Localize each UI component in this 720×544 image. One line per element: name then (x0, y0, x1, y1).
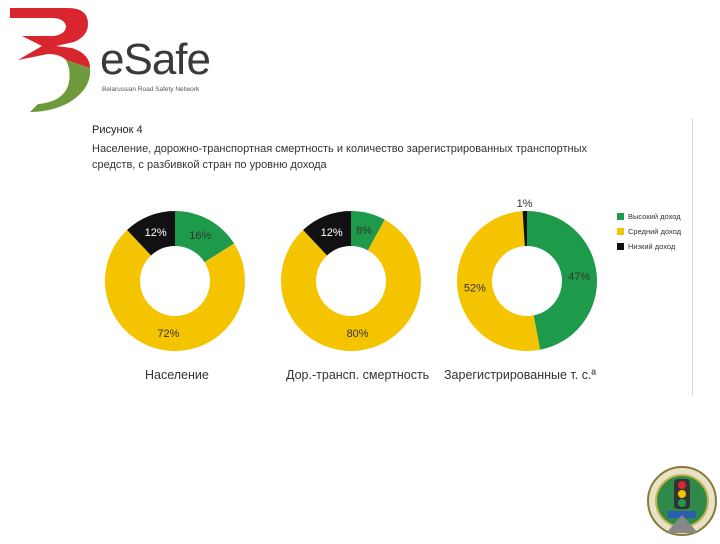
data-label: 8% (356, 225, 372, 237)
traffic-police-emblem-icon (646, 463, 718, 539)
chart-caption-population: Население (145, 368, 209, 382)
figure-label: Рисунок 4 (92, 124, 143, 136)
slice-low-income (522, 211, 527, 247)
esafe-logo-mark-icon (10, 8, 91, 112)
data-label: 80% (347, 328, 369, 340)
data-label: 12% (321, 227, 343, 239)
slice-low-income (127, 211, 175, 256)
chart-caption-registered-vehicles: Зарегистрированные т. с.ª (444, 368, 597, 382)
figure-title: Население, дорожно-транспортная смертнос… (92, 143, 588, 171)
chart-legend: Высокий доход Средний доход Низкий доход (617, 209, 681, 254)
slice-high-income (527, 211, 597, 350)
legend-item-low-income: Низкий доход (617, 239, 681, 254)
brand-tagline: Belarussian Road Safety Network (102, 86, 200, 93)
legend-item-high-income: Высокий доход (617, 209, 681, 224)
esafe-logo: eSafe Belarussian Road Safety Network (8, 6, 228, 116)
slice-low-income (303, 211, 351, 256)
chart-caption-road-deaths: Дор.-трансп. смертность (286, 368, 430, 382)
slice-middle-income (105, 229, 245, 351)
slice-middle-income (281, 219, 421, 351)
legend-label: Высокий доход (628, 212, 681, 221)
slice-high-income (175, 211, 235, 263)
legend-item-middle-income: Средний доход (617, 224, 681, 239)
data-label: 72% (157, 328, 179, 340)
data-label: 47% (568, 271, 590, 283)
figure-frame (80, 118, 693, 396)
data-label: 1% (517, 198, 533, 210)
brand-name: eSafe (100, 35, 211, 84)
legend-label: Средний доход (628, 227, 682, 236)
slice-high-income (351, 211, 385, 251)
legend-swatch (617, 213, 624, 220)
donut-chart-registered-vehicles: 47% 52% 1% (456, 195, 597, 351)
data-label: 12% (145, 227, 167, 239)
legend-swatch (617, 228, 624, 235)
data-label: 52% (464, 283, 486, 295)
legend-swatch (617, 243, 624, 250)
slice-middle-income (456, 211, 541, 351)
donut-chart-population: 16% 72% 12% (105, 195, 245, 351)
donut-chart-road-deaths: 8% 80% 12% (281, 195, 421, 351)
data-label: 16% (189, 230, 211, 242)
legend-label: Низкий доход (628, 242, 676, 251)
